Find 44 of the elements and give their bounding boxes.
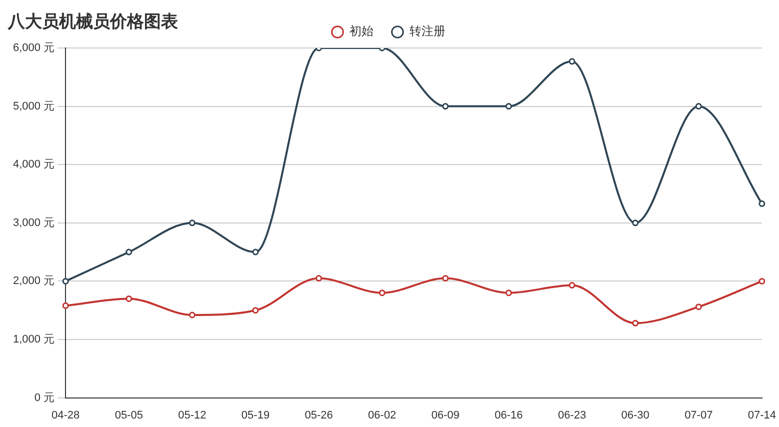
y-tick-label: 1,000 元 bbox=[12, 334, 55, 346]
y-tick-label: 5,000 元 bbox=[12, 100, 55, 112]
y-tick-label: 2,000 元 bbox=[12, 275, 55, 288]
x-tick-label: 06-16 bbox=[494, 409, 523, 422]
y-tick-label: 6,000 元 bbox=[12, 42, 55, 54]
point bbox=[758, 200, 766, 207]
x-tick-label: 05-12 bbox=[178, 409, 206, 422]
x-tick-label: 06-09 bbox=[431, 409, 460, 422]
point bbox=[568, 58, 576, 65]
x-tick-label: 05-19 bbox=[241, 409, 270, 422]
point bbox=[632, 320, 639, 326]
legend-label: 初始 bbox=[350, 24, 374, 38]
point bbox=[505, 290, 512, 296]
x-tick-label: 07-14 bbox=[748, 409, 776, 422]
y-tick-label: 4,000 元 bbox=[12, 158, 55, 171]
point bbox=[442, 275, 449, 282]
point bbox=[252, 307, 259, 314]
x-tick-label: 05-26 bbox=[304, 409, 333, 422]
point bbox=[62, 278, 69, 284]
point bbox=[316, 275, 322, 282]
x-tick-label: 06-02 bbox=[368, 409, 396, 422]
point bbox=[632, 220, 639, 226]
chart-title: 八大员机械员价格图表 bbox=[8, 11, 178, 33]
point bbox=[695, 304, 702, 310]
point bbox=[758, 278, 766, 284]
legend-label: 转注册 bbox=[410, 24, 446, 38]
point bbox=[252, 248, 259, 256]
y-tick-label: 3,000 元 bbox=[12, 216, 55, 229]
point bbox=[188, 312, 196, 318]
x-tick-label: 07-07 bbox=[684, 409, 713, 422]
point bbox=[568, 282, 576, 289]
point bbox=[505, 103, 512, 110]
point bbox=[188, 220, 196, 226]
point bbox=[126, 295, 132, 302]
x-tick-label: 04-28 bbox=[52, 409, 80, 422]
point bbox=[126, 248, 132, 256]
point bbox=[442, 103, 449, 110]
x-tick-label: 06-23 bbox=[558, 409, 586, 422]
x-tick-label: 05-05 bbox=[114, 409, 143, 422]
point bbox=[378, 290, 386, 296]
point bbox=[695, 103, 702, 110]
point bbox=[62, 302, 69, 309]
x-tick-label: 06-30 bbox=[621, 409, 650, 422]
y-tick-label: 0 元 bbox=[34, 392, 55, 404]
